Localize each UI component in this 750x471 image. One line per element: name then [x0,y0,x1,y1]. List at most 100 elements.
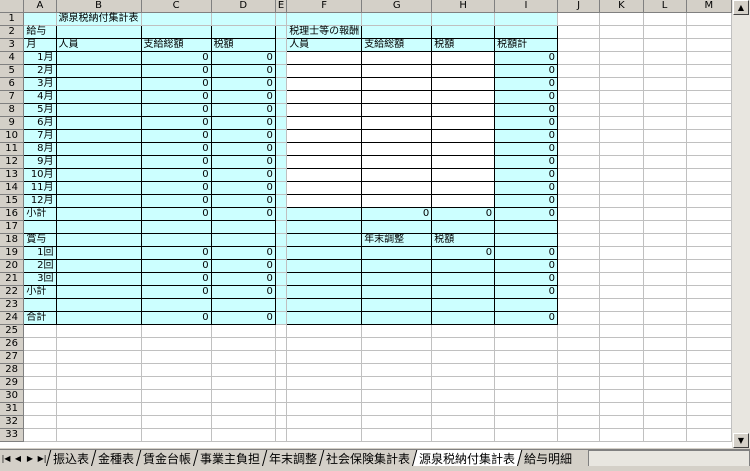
cell-D9[interactable]: 0 [211,116,276,130]
cell-D6[interactable]: 0 [211,77,276,91]
row-header-31[interactable]: 31 [0,402,25,416]
cell-C29[interactable] [141,376,212,390]
cell-E18[interactable] [275,233,288,247]
column-header-K[interactable]: K [599,0,644,13]
cell-C18[interactable] [141,233,212,247]
cell-G29[interactable] [361,376,433,390]
cell-B26[interactable] [56,337,142,351]
cell-F22[interactable] [286,285,363,299]
row-header-15[interactable]: 15 [0,194,25,208]
cell-H9[interactable] [431,116,496,130]
cell-M2[interactable] [686,25,732,39]
cell-I11[interactable]: 0 [494,142,558,156]
sheet-tab[interactable]: 社会保険集計表 [318,450,417,467]
cell-I5[interactable]: 0 [494,64,558,78]
cell-B5[interactable] [56,64,142,78]
cell-C25[interactable] [141,324,212,338]
cell-I28[interactable] [494,363,558,377]
cell-C3[interactable]: 支給総額 [141,38,212,52]
cell-B12[interactable] [56,155,142,169]
cell-G1[interactable] [361,12,433,26]
cell-C22[interactable]: 0 [141,285,212,299]
cell-E5[interactable] [275,64,288,78]
row-header-2[interactable]: 2 [0,25,25,39]
row-header-27[interactable]: 27 [0,350,25,364]
cell-F32[interactable] [286,415,363,429]
cell-A22[interactable]: 小計 [23,285,57,299]
cell-C5[interactable]: 0 [141,64,212,78]
cell-F10[interactable] [286,129,363,143]
cell-H22[interactable] [431,285,496,299]
cell-D29[interactable] [211,376,276,390]
cell-C23[interactable] [141,298,212,312]
cell-L16[interactable] [643,207,687,221]
cell-A19[interactable]: 1回 [23,246,57,260]
cell-H18[interactable]: 税額 [431,233,496,247]
cell-F15[interactable] [286,194,363,208]
cell-K13[interactable] [599,168,644,182]
cell-L18[interactable] [643,233,687,247]
cell-A2[interactable]: 給与 [23,25,57,39]
row-header-7[interactable]: 7 [0,90,25,104]
cell-G28[interactable] [361,363,433,377]
cell-D31[interactable] [211,402,276,416]
cell-G31[interactable] [361,402,433,416]
cell-M29[interactable] [686,376,732,390]
cell-L13[interactable] [643,168,687,182]
cell-F18[interactable] [286,233,363,247]
cell-K26[interactable] [599,337,644,351]
cell-B13[interactable] [56,168,142,182]
cell-D23[interactable] [211,298,276,312]
cell-G27[interactable] [361,350,433,364]
cell-D10[interactable]: 0 [211,129,276,143]
cell-J30[interactable] [557,389,601,403]
cell-B14[interactable] [56,181,142,195]
cell-G30[interactable] [361,389,433,403]
cell-F17[interactable] [286,220,363,234]
cell-L23[interactable] [643,298,687,312]
cell-L14[interactable] [643,181,687,195]
cell-I27[interactable] [494,350,558,364]
cell-G14[interactable] [361,181,433,195]
cell-H31[interactable] [431,402,496,416]
cell-D18[interactable] [211,233,276,247]
sheet-tab[interactable]: 金種表 [90,450,141,467]
cell-A7[interactable]: 4月 [23,90,57,104]
cell-J7[interactable] [557,90,601,104]
cell-F5[interactable] [286,64,363,78]
cell-E32[interactable] [275,415,288,429]
cell-A16[interactable]: 小計 [23,207,57,221]
cell-E12[interactable] [275,155,288,169]
cell-G25[interactable] [361,324,433,338]
cell-E17[interactable] [275,220,288,234]
cell-G21[interactable] [361,272,433,286]
cell-A4[interactable]: 1月 [23,51,57,65]
cell-K2[interactable] [599,25,644,39]
cell-G8[interactable] [361,103,433,117]
cell-L9[interactable] [643,116,687,130]
cell-B30[interactable] [56,389,142,403]
row-header-22[interactable]: 22 [0,285,25,299]
cell-L22[interactable] [643,285,687,299]
cell-J19[interactable] [557,246,601,260]
cell-F13[interactable] [286,168,363,182]
cell-D13[interactable]: 0 [211,168,276,182]
cell-C30[interactable] [141,389,212,403]
cell-H17[interactable] [431,220,496,234]
sheet-tab[interactable]: 賃金台帳 [135,450,198,467]
cell-A33[interactable] [23,428,57,442]
cell-L10[interactable] [643,129,687,143]
cell-A17[interactable] [23,220,57,234]
cell-G22[interactable] [361,285,433,299]
column-header-E[interactable]: E [275,0,288,13]
cell-D3[interactable]: 税額 [211,38,276,52]
cell-K16[interactable] [599,207,644,221]
row-header-3[interactable]: 3 [0,38,25,52]
cell-B17[interactable] [56,220,142,234]
cell-K25[interactable] [599,324,644,338]
cell-J16[interactable] [557,207,601,221]
cell-M5[interactable] [686,64,732,78]
cell-G9[interactable] [361,116,433,130]
cell-L5[interactable] [643,64,687,78]
cell-H30[interactable] [431,389,496,403]
